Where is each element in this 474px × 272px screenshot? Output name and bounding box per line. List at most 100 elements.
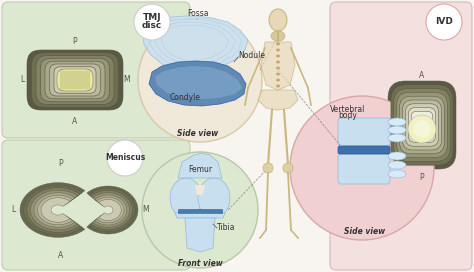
FancyBboxPatch shape: [400, 96, 445, 154]
FancyBboxPatch shape: [394, 89, 450, 161]
Ellipse shape: [388, 170, 406, 178]
Ellipse shape: [276, 66, 280, 70]
FancyBboxPatch shape: [405, 104, 438, 146]
Polygon shape: [155, 66, 242, 99]
FancyBboxPatch shape: [49, 64, 100, 96]
Polygon shape: [41, 198, 70, 222]
Text: P: P: [419, 172, 424, 181]
Circle shape: [290, 96, 434, 240]
Ellipse shape: [276, 73, 280, 76]
Circle shape: [138, 18, 262, 142]
Ellipse shape: [271, 31, 285, 41]
Ellipse shape: [388, 152, 406, 160]
Text: Femur: Femur: [188, 165, 212, 175]
Text: IVD: IVD: [435, 17, 453, 26]
Ellipse shape: [283, 163, 293, 173]
Ellipse shape: [388, 161, 406, 169]
FancyBboxPatch shape: [2, 2, 190, 138]
Polygon shape: [261, 42, 295, 90]
Ellipse shape: [408, 115, 436, 143]
Text: P: P: [59, 159, 64, 168]
FancyBboxPatch shape: [402, 100, 441, 150]
FancyBboxPatch shape: [330, 2, 472, 270]
Polygon shape: [87, 186, 138, 234]
Text: Nodule: Nodule: [238, 51, 265, 60]
Polygon shape: [20, 183, 85, 237]
Polygon shape: [24, 185, 82, 235]
FancyBboxPatch shape: [40, 58, 109, 102]
Polygon shape: [195, 185, 205, 195]
Text: A: A: [58, 251, 64, 259]
Text: L: L: [11, 206, 15, 215]
Polygon shape: [30, 190, 77, 230]
Ellipse shape: [388, 134, 406, 142]
Text: A: A: [73, 118, 78, 126]
FancyBboxPatch shape: [408, 108, 436, 143]
Ellipse shape: [388, 126, 406, 134]
Circle shape: [107, 140, 143, 176]
Ellipse shape: [413, 120, 431, 138]
Polygon shape: [185, 218, 215, 252]
Text: M: M: [143, 206, 149, 215]
Text: TMJ: TMJ: [143, 14, 161, 23]
FancyBboxPatch shape: [31, 53, 118, 107]
Ellipse shape: [276, 79, 280, 82]
Polygon shape: [89, 188, 135, 232]
FancyBboxPatch shape: [411, 112, 433, 139]
Text: Vertebral: Vertebral: [330, 106, 365, 115]
Polygon shape: [258, 90, 298, 110]
Text: Side view: Side view: [345, 227, 385, 236]
Polygon shape: [93, 193, 129, 227]
FancyBboxPatch shape: [36, 55, 114, 104]
Ellipse shape: [276, 85, 280, 88]
FancyBboxPatch shape: [338, 146, 390, 154]
Ellipse shape: [276, 48, 280, 51]
Text: L: L: [20, 76, 24, 85]
Text: Condyle: Condyle: [170, 94, 201, 103]
Ellipse shape: [170, 178, 202, 218]
Polygon shape: [97, 197, 124, 223]
Polygon shape: [149, 61, 246, 106]
Text: disc: disc: [142, 21, 162, 30]
Text: body: body: [338, 110, 357, 119]
FancyBboxPatch shape: [391, 85, 453, 165]
Text: Fossa: Fossa: [187, 10, 209, 18]
Text: Meniscus: Meniscus: [105, 153, 145, 162]
Polygon shape: [91, 190, 132, 230]
Text: Tibia: Tibia: [217, 224, 236, 233]
FancyBboxPatch shape: [54, 67, 96, 93]
Polygon shape: [178, 209, 222, 213]
FancyBboxPatch shape: [388, 81, 456, 169]
Polygon shape: [95, 195, 127, 225]
Text: Side view: Side view: [177, 128, 219, 138]
Ellipse shape: [276, 42, 280, 45]
FancyBboxPatch shape: [58, 70, 91, 90]
Polygon shape: [99, 199, 121, 221]
FancyBboxPatch shape: [45, 61, 105, 99]
Polygon shape: [27, 188, 80, 232]
Circle shape: [142, 152, 258, 268]
Ellipse shape: [388, 118, 406, 126]
Polygon shape: [178, 153, 222, 178]
Ellipse shape: [198, 178, 230, 218]
Polygon shape: [143, 16, 248, 72]
FancyBboxPatch shape: [2, 140, 190, 270]
Ellipse shape: [276, 54, 280, 57]
Ellipse shape: [263, 163, 273, 173]
Text: A: A: [419, 70, 425, 79]
FancyBboxPatch shape: [338, 154, 390, 184]
Polygon shape: [175, 210, 225, 218]
Circle shape: [134, 4, 170, 40]
FancyBboxPatch shape: [397, 92, 447, 157]
Circle shape: [426, 4, 462, 40]
FancyBboxPatch shape: [338, 118, 390, 146]
FancyBboxPatch shape: [27, 50, 123, 110]
Ellipse shape: [276, 60, 280, 63]
Text: Front view: Front view: [178, 259, 222, 268]
Polygon shape: [37, 195, 73, 225]
FancyBboxPatch shape: [57, 69, 93, 91]
Text: M: M: [124, 76, 130, 85]
Ellipse shape: [269, 9, 287, 31]
Polygon shape: [34, 193, 75, 227]
Text: P: P: [73, 38, 77, 47]
